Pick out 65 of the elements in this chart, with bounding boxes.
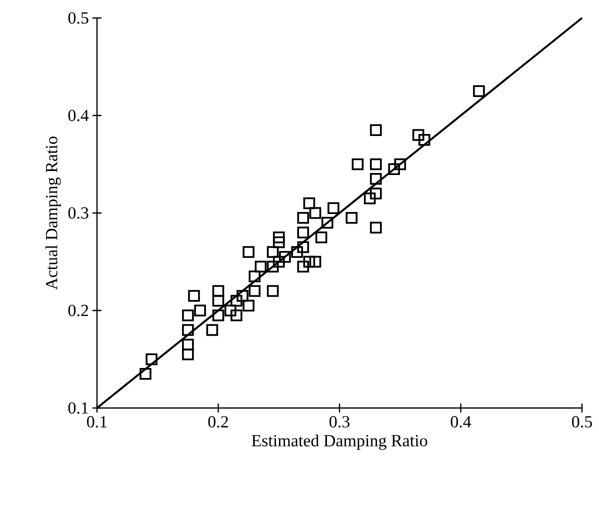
y-tick-label: 0.3 — [68, 207, 88, 219]
x-tick-label: 0.2 — [208, 416, 228, 428]
point — [182, 309, 194, 322]
point — [242, 300, 254, 312]
point — [297, 241, 310, 254]
point — [248, 270, 261, 282]
point — [370, 172, 382, 185]
point — [182, 324, 194, 336]
point — [279, 250, 291, 263]
point — [254, 260, 267, 273]
point — [248, 285, 261, 297]
point — [212, 294, 224, 307]
x-tick-label: 0.3 — [330, 416, 350, 428]
x-axis-title: Estimated Damping Ratio — [252, 434, 428, 450]
point — [370, 188, 382, 200]
point — [370, 124, 382, 136]
point — [266, 246, 279, 258]
point — [297, 260, 310, 273]
point — [212, 285, 224, 297]
point — [266, 260, 279, 273]
point — [388, 163, 400, 176]
point — [370, 158, 382, 170]
point — [188, 290, 200, 302]
x-tick-label: 0.4 — [450, 416, 472, 428]
point — [236, 290, 248, 302]
point — [364, 192, 376, 204]
point — [224, 304, 236, 316]
point — [315, 231, 328, 244]
point — [272, 256, 285, 268]
point — [309, 256, 322, 268]
y-tick-label: 0.1 — [68, 402, 88, 414]
point — [140, 368, 152, 380]
point — [352, 158, 364, 170]
point — [370, 222, 382, 234]
point — [266, 285, 279, 297]
point — [291, 246, 303, 258]
point — [297, 212, 310, 224]
point — [346, 212, 358, 224]
point — [272, 236, 285, 248]
point — [303, 256, 316, 268]
point — [412, 129, 424, 141]
point — [297, 226, 310, 238]
x-tick-label: 0.1 — [87, 416, 107, 428]
point — [230, 294, 242, 307]
x-tick-label: 0.5 — [572, 416, 592, 428]
point — [182, 338, 194, 351]
point — [194, 304, 206, 316]
point — [242, 246, 254, 258]
point — [394, 158, 406, 170]
y-axis-title: Actual Damping Ratio — [45, 136, 61, 290]
y-tick-label: 0.5 — [68, 12, 88, 24]
point — [146, 353, 158, 366]
point — [272, 231, 285, 244]
point — [212, 309, 224, 322]
y-tick-label: 0.4 — [68, 110, 89, 122]
point — [303, 197, 316, 210]
point — [321, 216, 334, 229]
point — [182, 348, 194, 360]
point — [206, 324, 218, 336]
y-tick-label: 0.2 — [68, 304, 88, 316]
point — [309, 207, 322, 219]
point — [418, 134, 430, 146]
point — [473, 85, 485, 98]
point — [328, 202, 340, 214]
point — [230, 309, 242, 322]
